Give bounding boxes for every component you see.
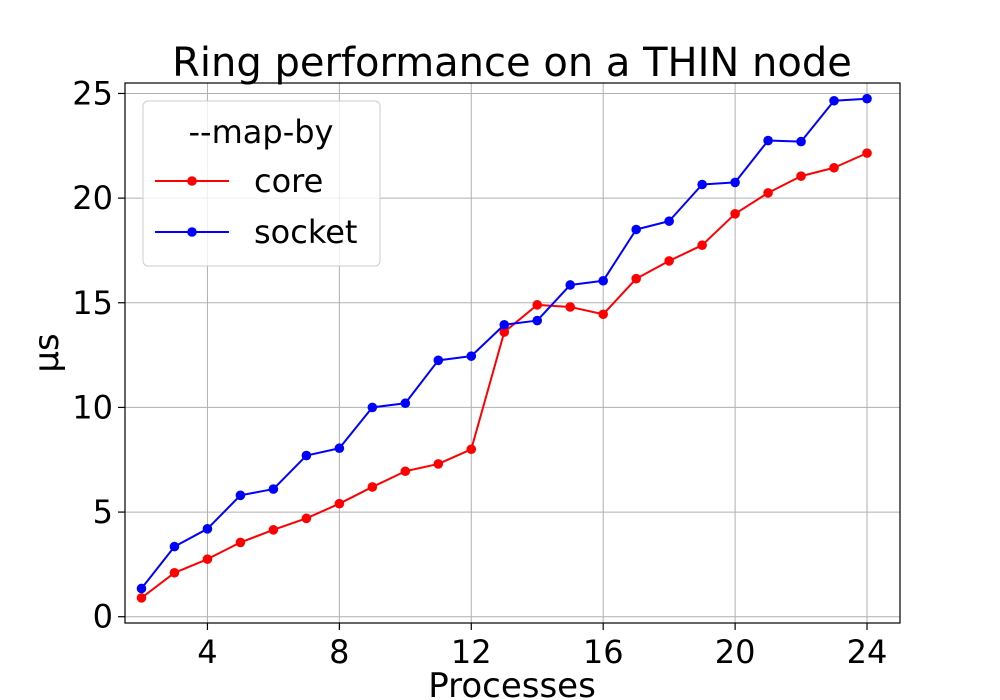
y-tick-label: 15 <box>72 284 113 322</box>
data-point-socket <box>433 355 444 366</box>
data-point-core <box>400 466 411 477</box>
x-tick-label: 4 <box>197 633 217 671</box>
data-point-core <box>664 256 674 266</box>
legend-entries: core socket <box>155 162 357 251</box>
data-point-core <box>268 525 279 535</box>
data-point-core <box>862 148 872 158</box>
data-point-core <box>796 171 806 181</box>
data-point-socket <box>268 484 279 494</box>
data-point-core <box>598 309 608 320</box>
y-tick-label: 5 <box>93 493 113 531</box>
data-point-socket <box>763 135 773 146</box>
plot-frame <box>124 82 901 624</box>
data-point-core <box>301 513 312 524</box>
series-core <box>136 148 872 603</box>
data-point-socket <box>202 524 213 534</box>
data-point-core <box>466 444 477 455</box>
data-point-core <box>730 209 740 219</box>
data-point-core <box>697 240 707 251</box>
data-point-core <box>532 300 543 310</box>
data-point-socket <box>301 450 312 461</box>
data-point-socket <box>631 224 641 235</box>
data-point-socket <box>400 398 411 409</box>
x-axis-label: Processes <box>428 666 596 700</box>
legend: --map-by core socket <box>142 100 381 267</box>
data-point-socket <box>136 583 147 594</box>
data-point-socket <box>829 95 839 106</box>
data-point-core <box>565 302 576 312</box>
y-tick-label: 25 <box>72 74 113 112</box>
data-point-socket <box>169 541 180 552</box>
data-point-socket <box>334 443 345 454</box>
x-tick-label: 16 <box>583 633 624 671</box>
legend-label-socket: socket <box>254 213 357 251</box>
data-point-core <box>499 327 510 337</box>
data-point-core <box>763 188 773 198</box>
legend-box <box>142 100 381 267</box>
legend-marker-core <box>187 176 197 186</box>
legend-title: --map-by <box>189 113 334 151</box>
data-point-core <box>235 537 246 548</box>
data-point-core <box>433 459 444 469</box>
x-tick-label: 24 <box>847 633 888 671</box>
x-tick-label: 20 <box>715 633 756 671</box>
data-point-socket <box>565 280 576 290</box>
data-point-socket <box>532 315 543 326</box>
data-point-core <box>169 567 180 578</box>
chart-title: Ring performance on a THIN node <box>172 40 852 86</box>
series-socket <box>136 93 872 594</box>
data-point-core <box>829 162 839 173</box>
x-axis-ticks: 4 8 12 16 20 24 <box>197 623 887 671</box>
data-point-core <box>334 498 345 509</box>
data-point-core <box>631 273 641 284</box>
data-point-core <box>367 482 378 492</box>
data-point-socket <box>697 179 707 190</box>
y-tick-label: 20 <box>72 179 113 217</box>
legend-marker-socket <box>187 227 197 237</box>
legend-label-core: core <box>254 162 323 200</box>
data-point-socket <box>499 319 510 330</box>
x-tick-label: 12 <box>451 633 492 671</box>
data-point-socket <box>664 216 674 226</box>
data-point-socket <box>367 402 378 413</box>
data-point-socket <box>598 275 608 286</box>
data-point-core <box>136 593 147 603</box>
y-axis-ticks: 0 5 10 15 20 25 <box>72 74 125 636</box>
y-tick-label: 0 <box>93 598 113 636</box>
y-axis-label: μs <box>27 333 67 372</box>
data-point-socket <box>730 177 740 188</box>
data-point-socket <box>796 136 806 147</box>
data-point-socket <box>466 351 477 361</box>
data-point-socket <box>235 490 246 501</box>
y-tick-label: 10 <box>72 388 113 426</box>
data-point-socket <box>862 93 872 104</box>
data-point-core <box>202 554 213 564</box>
x-tick-label: 8 <box>329 633 349 671</box>
series-layer <box>136 93 872 603</box>
